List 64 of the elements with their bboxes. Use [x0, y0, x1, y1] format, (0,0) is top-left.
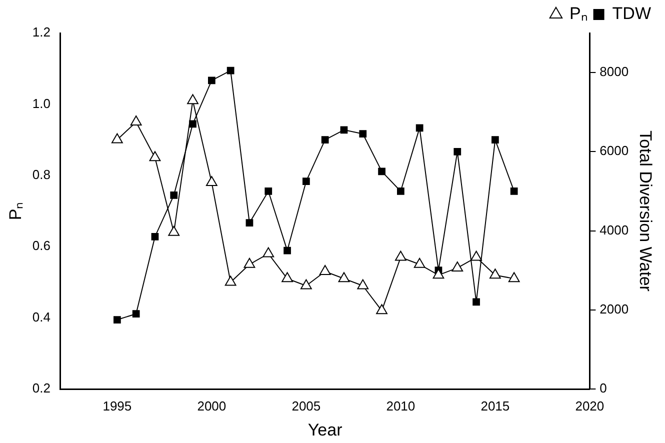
y2-axis-title: Total Diversion Water — [636, 130, 656, 292]
y-axis-title: Pₙ — [6, 202, 25, 220]
x-tick-label: 2015 — [480, 398, 510, 414]
point — [300, 279, 312, 290]
x-tick-label: 2020 — [575, 398, 604, 414]
point — [396, 188, 404, 195]
x-tick-label: 1995 — [102, 398, 132, 414]
point — [244, 258, 256, 268]
point — [432, 268, 444, 279]
y-tick-label: 0.2 — [32, 380, 50, 396]
y-tick-label: 1.2 — [32, 24, 50, 40]
point — [414, 258, 426, 268]
point — [472, 298, 480, 306]
point — [130, 116, 142, 126]
point — [394, 250, 406, 261]
point — [452, 261, 464, 272]
point — [340, 126, 348, 134]
legend-label: TDW — [612, 4, 652, 24]
point — [262, 247, 274, 258]
y-tick-label: 0.4 — [32, 309, 50, 324]
point — [111, 133, 123, 144]
point — [149, 151, 161, 162]
point — [187, 94, 198, 104]
x-tick-label: 2005 — [292, 398, 321, 414]
point — [508, 272, 520, 282]
point — [321, 136, 329, 144]
point — [470, 250, 482, 261]
point — [378, 168, 386, 176]
x-axis-title: Year — [308, 420, 343, 440]
y2-tick-label: 0 — [600, 380, 607, 396]
x-tick-label: 2000 — [197, 398, 226, 414]
point — [151, 233, 159, 240]
y-tick-label: 1.0 — [32, 96, 50, 111]
point — [302, 178, 310, 186]
point — [206, 176, 218, 186]
y2-tick-label: 2000 — [600, 301, 629, 316]
point — [282, 272, 293, 282]
y2-tick-label: 8000 — [600, 64, 629, 80]
point — [338, 272, 350, 282]
point — [319, 265, 331, 276]
point — [489, 268, 501, 279]
point — [357, 279, 369, 290]
point — [264, 188, 272, 195]
point — [132, 310, 140, 318]
y2-tick-label: 6000 — [600, 143, 629, 158]
point — [246, 219, 254, 227]
point — [170, 191, 178, 199]
y2-tick-label: 4000 — [600, 222, 629, 238]
point — [168, 226, 180, 236]
y-tick-label: 0.8 — [32, 166, 50, 182]
point — [226, 66, 234, 74]
point — [208, 76, 216, 84]
point — [510, 188, 518, 195]
legend-label: Pₙ — [569, 4, 588, 24]
point — [491, 136, 499, 144]
x-tick-label: 2010 — [386, 398, 416, 414]
point — [224, 276, 236, 286]
y-tick-label: 0.6 — [32, 238, 50, 254]
point — [454, 148, 462, 156]
point — [376, 304, 388, 314]
point — [113, 316, 121, 324]
point — [416, 124, 424, 132]
point — [284, 246, 291, 254]
point — [359, 130, 367, 138]
